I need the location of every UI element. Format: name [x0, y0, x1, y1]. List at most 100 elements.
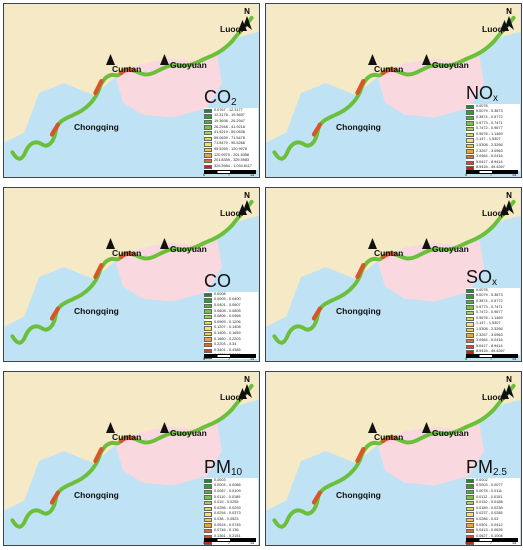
legend-item: 0.0079 - 0.3873: [466, 110, 520, 116]
legend-swatch: [466, 512, 474, 517]
pollutant-base: CO: [204, 271, 231, 291]
land-south: [377, 237, 484, 302]
legend-item: 0.7472 - 0.9677: [466, 126, 520, 132]
legend-item: 0.5773 - 0.7471: [466, 121, 520, 127]
label-cuntan: Cuntan: [374, 64, 404, 74]
river-hotspots: [49, 435, 136, 505]
legend-item: 0.9678 - 1.1469: [466, 132, 520, 138]
legend-range: 0.1361 - 0.2151: [214, 533, 241, 538]
legend-range: 2.3267 - 3.0963: [476, 332, 503, 337]
pollutant-title: CO2: [204, 88, 237, 108]
legend-range: 0.0078 - 0.0111: [476, 489, 503, 494]
scale-mid: 7: [228, 357, 231, 361]
legend-range: 201.8359 - 329.5983: [214, 158, 250, 163]
legend-range: 0.5773 - 0.7471: [476, 120, 503, 125]
legend-swatch: [204, 523, 212, 528]
legend-swatch: [204, 320, 212, 325]
legend-range: 0.3874 - 0.5772: [476, 299, 503, 304]
legend-item: 120.9979 - 201.8358: [204, 153, 258, 159]
legend-swatch: [204, 500, 212, 506]
legend-item: 8.9415 - 49.4267: [466, 350, 520, 356]
legend-range: 3.0964 - 5.0416: [476, 338, 503, 343]
legend-swatch: [466, 104, 474, 109]
label-guoyuan: Guoyuan: [170, 60, 207, 70]
legend: 0.0078 0.0079 - 0.3873 0.3874 - 0.5772 0.57…: [466, 104, 520, 172]
flag-luoqi-icon: [500, 388, 509, 399]
scale-mid: 7: [490, 173, 493, 177]
legend-swatch: [466, 160, 474, 165]
legend-swatch: [204, 108, 212, 113]
label-luoqi: Luoqi: [220, 392, 244, 402]
legend: 0.0767 - 12.3177 12.3178 - 19.3697 19.3698…: [204, 108, 258, 170]
legend-swatch: [204, 512, 212, 517]
legend-range: 0.0746 - 0.136: [214, 528, 239, 533]
scale-zero: 0: [203, 541, 206, 545]
legend-swatch: [466, 506, 474, 511]
flag-guoyuan-icon: [422, 422, 431, 433]
legend-swatch: [466, 528, 474, 534]
legend-swatch: [466, 305, 474, 310]
legend-item: 0.1409 - 0.1659: [204, 331, 258, 337]
legend-swatch: [466, 478, 474, 483]
north-label: N: [244, 375, 250, 384]
legend-range: 0.0969 - 0.1206: [214, 319, 241, 324]
river-line: [272, 15, 516, 161]
map-canvas: [266, 4, 521, 161]
legend-item: 0.0110 - 0.0189: [204, 495, 258, 501]
pollutant-sub: x: [492, 277, 498, 288]
legend-item: 0.5773 - 0.7471: [466, 305, 520, 311]
legend-item: 0.0009 - 0.0400: [204, 298, 258, 304]
legend-item: 0.1207 - 0.1408: [204, 326, 258, 332]
label-cuntan: Cuntan: [374, 248, 404, 258]
scale-bar: 0 7 14 km: [465, 354, 520, 361]
legend-item: 0.0152 - 0.0188: [466, 500, 520, 506]
flag-cuntan-icon: [106, 54, 115, 65]
legend-range: 0.0152 - 0.0188: [476, 500, 503, 505]
legend-swatch: [466, 350, 474, 355]
legend-range: 120.9979 - 201.8358: [214, 152, 250, 157]
legend-range: 59.0639 - 71.5478: [214, 135, 245, 140]
legend-swatch: [466, 115, 474, 121]
legend-swatch: [466, 322, 474, 327]
legend-swatch: [204, 164, 212, 169]
legend-range: 0.0301 - 0.0412: [476, 522, 503, 527]
legend-range: 0.0009 - 0.0400: [214, 297, 241, 302]
legend-range: 5.0417 - 8.9414: [476, 343, 503, 348]
legend-item: 3.0964 - 5.0416: [466, 154, 520, 160]
north-label: N: [506, 191, 512, 200]
river-line: [10, 383, 254, 529]
legend-item: 5.0417 - 8.9414: [466, 344, 520, 350]
label-chongqing: Chongqing: [74, 490, 119, 500]
legend-item: 2.3267 - 3.0963: [466, 149, 520, 155]
legend-item: 0.9678 - 1.1469: [466, 316, 520, 322]
legend-swatch: [204, 292, 212, 297]
river-line: [10, 199, 254, 345]
legend-swatch: [466, 299, 474, 305]
label-luoqi: Luoqi: [220, 208, 244, 218]
river-hotspots: [49, 67, 136, 137]
scale-end: 14 km: [512, 357, 517, 361]
north-arrow-icon: N: [241, 375, 253, 398]
legend-swatch: [204, 528, 212, 534]
legend-range: 0.3874 - 0.5772: [476, 115, 503, 120]
legend-item: 0.0401 - 0.0607: [204, 303, 258, 309]
legend-item: 0.0256 - 0.0293: [204, 506, 258, 512]
label-chongqing: Chongqing: [74, 306, 119, 316]
legend-range: 0.7472 - 0.9677: [476, 126, 503, 131]
legend-range: 5.0417 - 8.9414: [476, 159, 503, 164]
legend-range: 0.0401 - 0.0607: [214, 303, 241, 308]
legend-range: 41.9219 - 59.0638: [214, 130, 245, 135]
legend-range: 0.0008: [214, 291, 226, 296]
legend-swatch: [204, 142, 212, 147]
river-line: [272, 383, 516, 529]
map-panel-6: Luoqi Cuntan Guoyuan Chongqing N PM2.5 0…: [265, 371, 522, 546]
legend-range: 0.0806 - 0.0968: [214, 314, 241, 319]
flag-luoqi-icon: [238, 20, 247, 31]
legend-range: 12.3178 - 19.3697: [214, 113, 245, 118]
legend-item: 0.0002: [466, 478, 520, 484]
pollutant-base: PM: [204, 457, 231, 477]
flag-guoyuan-icon: [160, 238, 169, 249]
scale-bar: 0 7 14 km: [203, 170, 258, 177]
legend-item: 0.0008: [204, 292, 258, 298]
map-panel-1: Luoqi Cuntan Guoyuan Chongqing N CO2 0.0…: [3, 3, 260, 178]
